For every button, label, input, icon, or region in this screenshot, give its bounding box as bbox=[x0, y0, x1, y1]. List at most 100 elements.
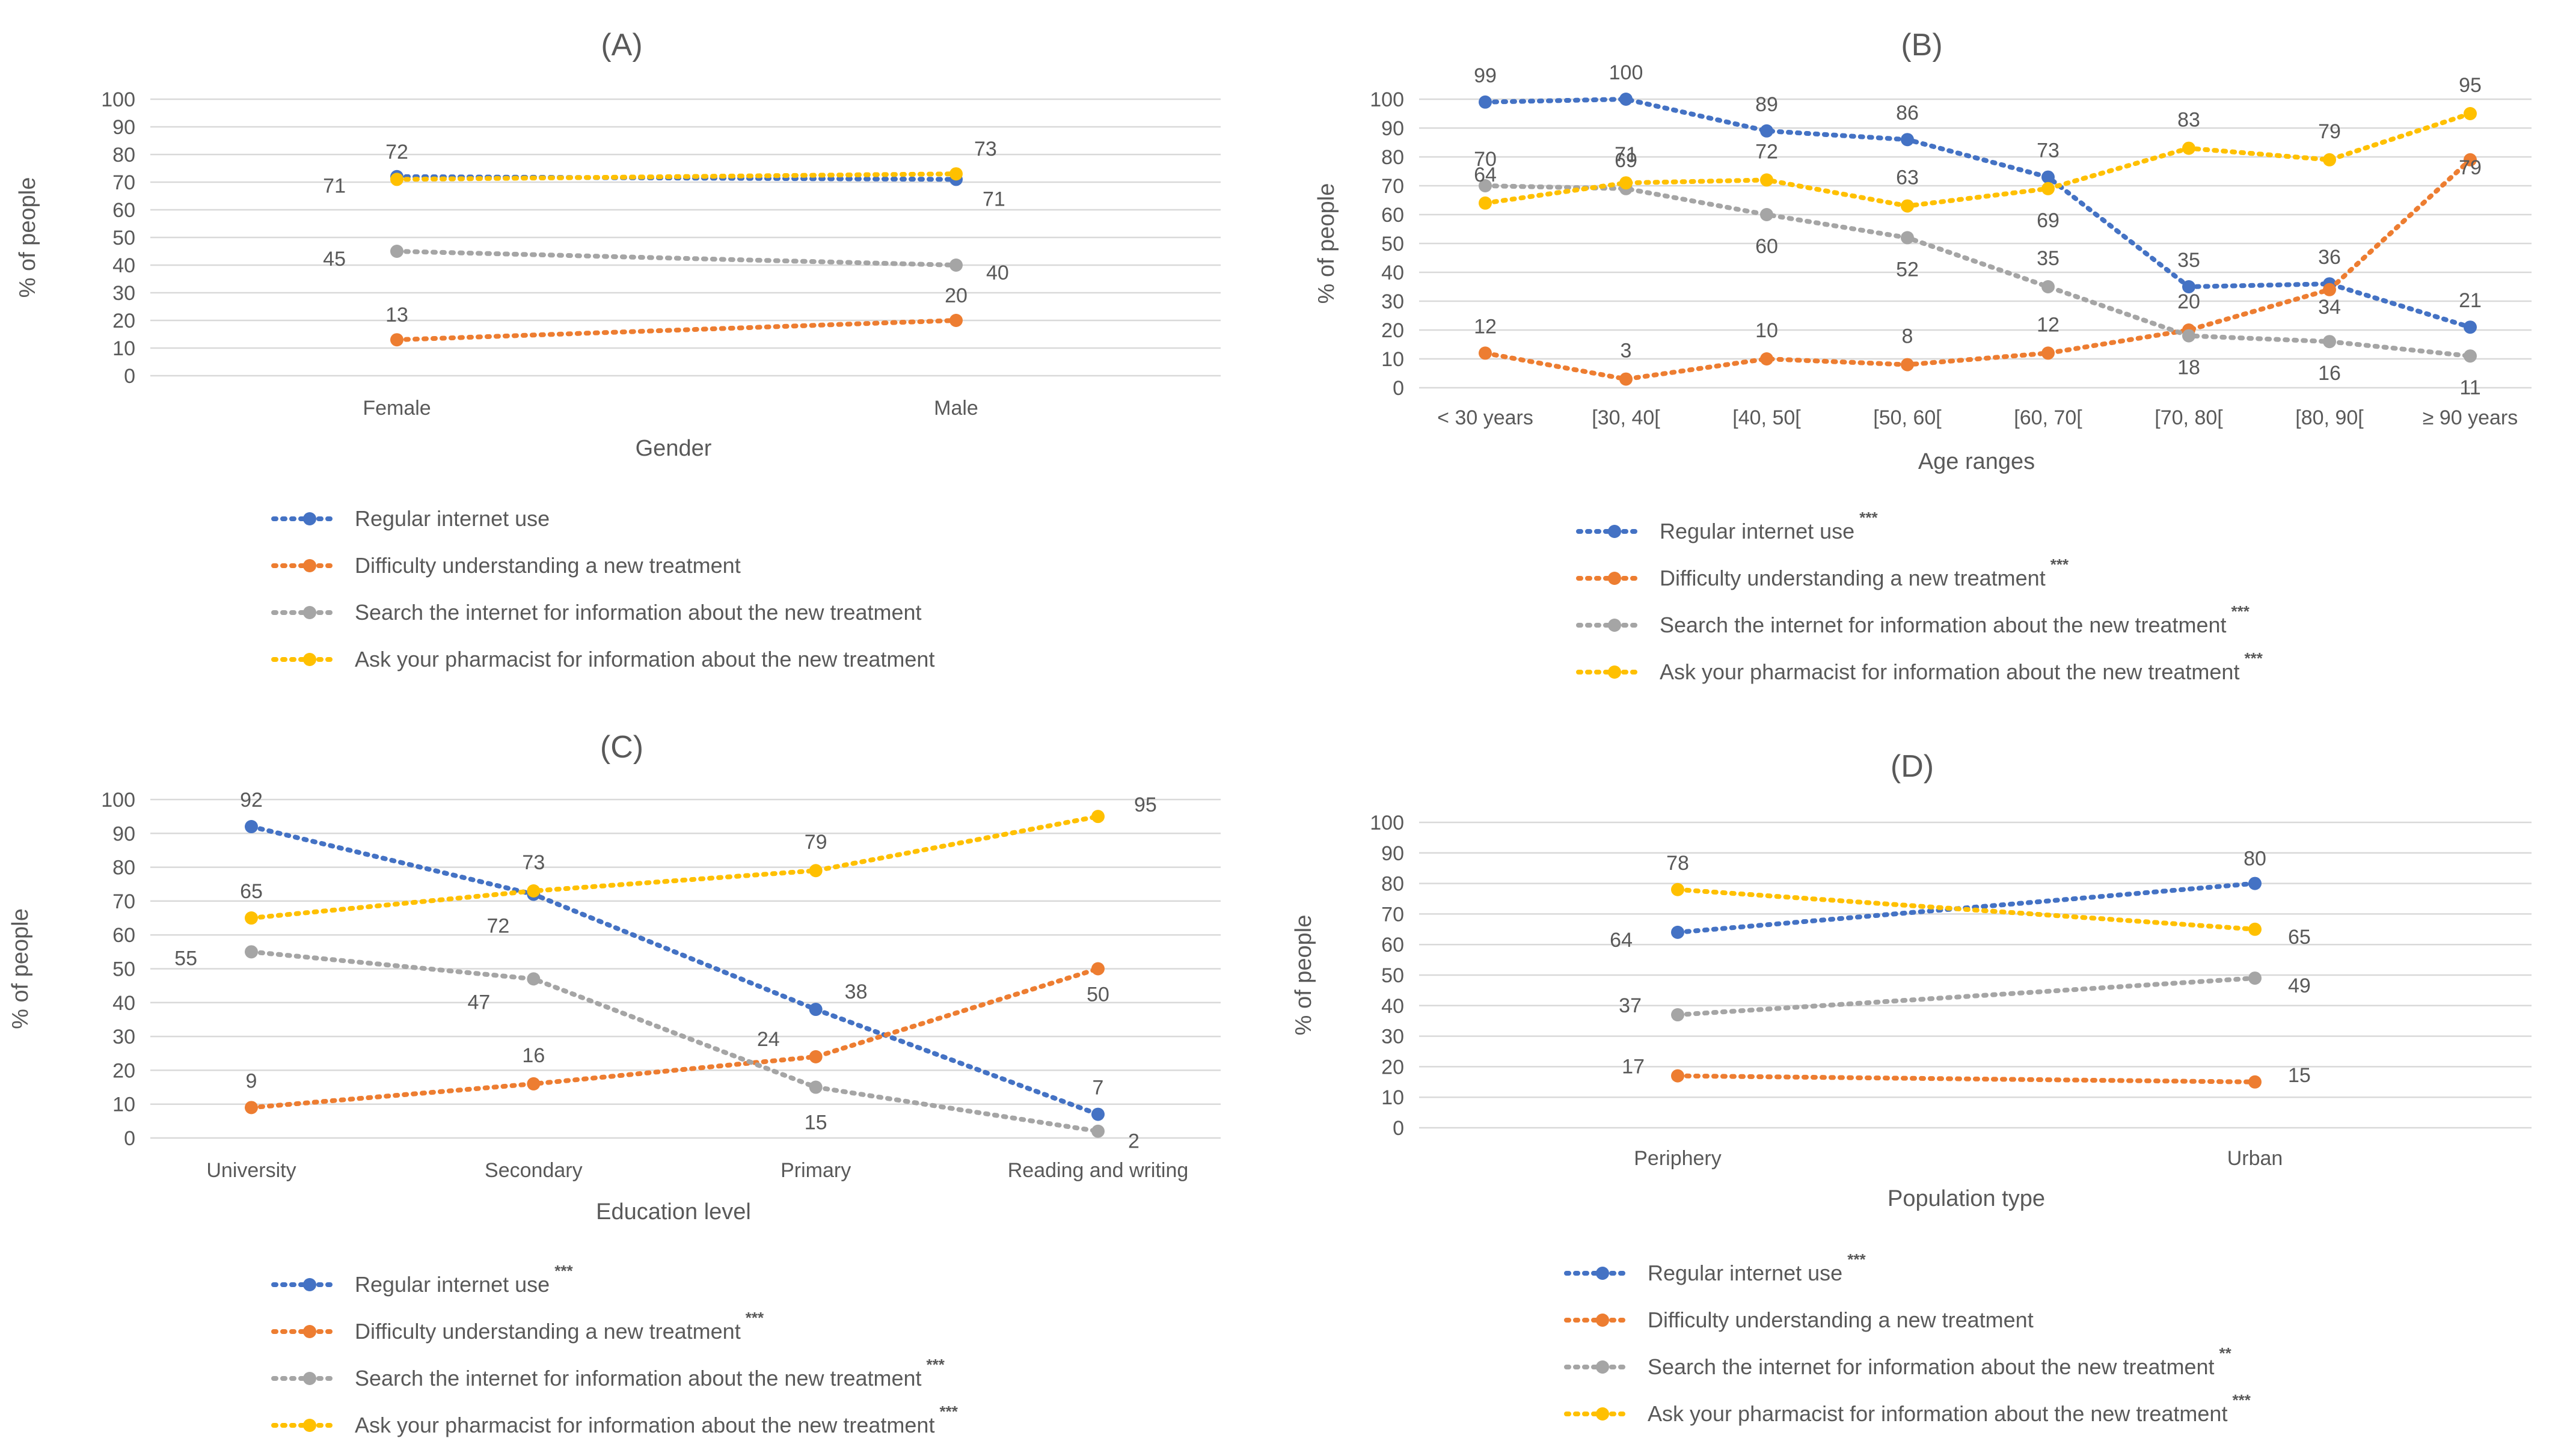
legend-entry-search: Search the internet for information abou… bbox=[1564, 1344, 2232, 1379]
series-search: 37 49 bbox=[1619, 971, 2311, 1022]
data-point bbox=[2248, 876, 2262, 890]
x-tick-label: [30, 40[ bbox=[1592, 406, 1660, 429]
data-label: 50 bbox=[1087, 983, 1109, 1006]
data-label: 37 bbox=[1619, 994, 1642, 1017]
series-line bbox=[1675, 976, 2257, 1018]
series-pharmacist: 78 65 bbox=[1666, 852, 2311, 949]
legend-swatch-marker bbox=[1596, 1314, 1609, 1327]
data-point bbox=[390, 333, 403, 347]
data-point bbox=[245, 911, 258, 925]
significance-marker: *** bbox=[2050, 555, 2069, 574]
series-line bbox=[1483, 96, 2473, 330]
data-point bbox=[2248, 1075, 2262, 1089]
x-axis-label: Education level bbox=[596, 1199, 751, 1225]
data-point bbox=[390, 245, 403, 258]
legend-entry-regular: Regular internet use*** bbox=[271, 1262, 573, 1297]
data-point bbox=[2041, 182, 2055, 195]
y-tick-label: 90 bbox=[112, 822, 135, 845]
legend-entry-pharmacist: Ask your pharmacist for information abou… bbox=[271, 647, 934, 671]
y-tick-label: 80 bbox=[112, 857, 135, 879]
data-point bbox=[390, 173, 403, 186]
data-point bbox=[245, 820, 258, 834]
significance-marker: ** bbox=[2219, 1344, 2232, 1362]
data-label: 20 bbox=[2177, 290, 2200, 313]
y-tick-label: 30 bbox=[1381, 1026, 1404, 1048]
y-tick-label: 50 bbox=[1381, 964, 1404, 987]
data-point bbox=[2248, 971, 2262, 985]
y-tick-label: 60 bbox=[112, 924, 135, 947]
chart-title: (C) bbox=[600, 730, 643, 765]
data-point bbox=[2464, 320, 2477, 334]
x-tick-label: Secondary bbox=[485, 1159, 583, 1182]
data-label: 49 bbox=[2288, 974, 2311, 997]
legend-swatch-marker bbox=[303, 512, 316, 525]
legend-swatch-marker bbox=[303, 1419, 316, 1432]
x-tick-label: Reading and writing bbox=[1008, 1159, 1189, 1182]
data-point bbox=[1479, 95, 1492, 109]
data-point bbox=[1901, 199, 1914, 213]
legend-label: Regular internet use bbox=[355, 506, 550, 531]
legend-swatch-marker bbox=[1596, 1360, 1609, 1374]
x-axis-label: Gender bbox=[636, 436, 712, 461]
chart-panel-c: (C) 0 10 20 30 40 50 60 70 80 90 100 % of people Univ… bbox=[8, 730, 1221, 1437]
data-point bbox=[1619, 93, 1633, 106]
data-point bbox=[1671, 1069, 1684, 1083]
data-point bbox=[1479, 346, 1492, 360]
data-label: 73 bbox=[522, 851, 545, 874]
chart-title: (D) bbox=[1891, 749, 1934, 784]
y-tick-label: 60 bbox=[1381, 204, 1404, 227]
data-label: 73 bbox=[974, 138, 997, 161]
data-point bbox=[1760, 173, 1773, 187]
y-tick-label: 40 bbox=[112, 254, 135, 277]
y-tick-label: 80 bbox=[1381, 146, 1404, 169]
data-point bbox=[2464, 153, 2477, 167]
data-point bbox=[2041, 280, 2055, 293]
data-point bbox=[527, 1077, 541, 1090]
legend-swatch-marker bbox=[303, 653, 316, 666]
y-tick-label: 0 bbox=[1393, 1117, 1404, 1140]
y-tick-label: 50 bbox=[1381, 233, 1404, 255]
data-point bbox=[1671, 1008, 1684, 1022]
y-tick-label: 70 bbox=[1381, 903, 1404, 926]
y-tick-label: 10 bbox=[112, 337, 135, 360]
y-tick-label: 0 bbox=[124, 1127, 135, 1150]
series-difficulty: 17 15 bbox=[1622, 1056, 2311, 1089]
data-point bbox=[245, 1101, 258, 1115]
legend-swatch-marker bbox=[303, 1325, 316, 1338]
x-tick-label: [40, 50[ bbox=[1732, 406, 1801, 429]
legend-swatch-marker bbox=[1608, 572, 1621, 585]
data-point bbox=[1619, 372, 1633, 386]
x-tick-label: Primary bbox=[781, 1159, 851, 1182]
series-regular: 99 100 89 86 73 35 36 21 bbox=[1474, 61, 2482, 334]
data-point bbox=[2182, 329, 2195, 343]
data-point bbox=[1901, 133, 1914, 147]
data-point bbox=[1479, 196, 1492, 210]
data-label: 69 bbox=[2037, 209, 2059, 232]
data-point bbox=[809, 1003, 823, 1017]
legend-entry-search: Search the internet for information abou… bbox=[271, 600, 922, 625]
data-point bbox=[2323, 153, 2336, 167]
data-point bbox=[2464, 349, 2477, 363]
data-label: 7 bbox=[1093, 1077, 1104, 1100]
legend-swatch-marker bbox=[1608, 619, 1621, 632]
data-label: 65 bbox=[240, 880, 263, 903]
data-label: 79 bbox=[2318, 120, 2341, 143]
data-label: 64 bbox=[1610, 929, 1633, 952]
y-axis-label: % of people bbox=[8, 908, 33, 1029]
y-tick-label: 40 bbox=[1381, 262, 1404, 284]
significance-marker: *** bbox=[2231, 602, 2250, 620]
data-point bbox=[1619, 176, 1633, 190]
y-tick-label: 0 bbox=[124, 365, 135, 388]
legend-swatch-marker bbox=[303, 559, 316, 572]
significance-marker: *** bbox=[1859, 509, 1878, 527]
y-tick-label: 50 bbox=[112, 227, 135, 249]
legend-label: Regular internet use bbox=[355, 1272, 550, 1297]
series-line bbox=[249, 966, 1100, 1110]
data-label: 95 bbox=[2459, 74, 2482, 97]
data-point bbox=[809, 1050, 823, 1063]
series-search: 55 47 15 2 bbox=[174, 945, 1139, 1153]
legend-label: Difficulty understanding a new treatment bbox=[355, 1319, 741, 1344]
x-tick-label: ≥ 90 years bbox=[2423, 406, 2518, 429]
data-point bbox=[2182, 141, 2195, 155]
y-axis-label: % of people bbox=[1314, 183, 1339, 304]
